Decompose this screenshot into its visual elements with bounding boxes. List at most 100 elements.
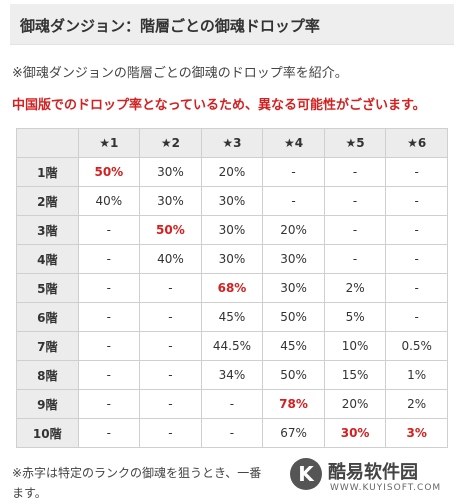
title-bar: 御魂ダンジョン：階層ごとの御魂ドロップ率 [10,4,454,45]
table-cell: 30% [262,244,325,274]
table-cell: 78% [262,389,325,419]
floor-label: 3階 [16,215,79,245]
floor-label: 1階 [16,157,79,187]
table-cell: - [385,186,448,216]
table-body: 1階 50% 30% 20% - - -2階 40% 30% 30% - - -3階 -50% 30% 20%… [16,157,448,448]
table-cell: 67% [262,418,325,448]
table-cell: - [323,215,387,245]
table-cell: - [77,360,141,390]
table-cell: - [262,186,325,216]
table-cell: 20% [262,215,325,245]
table-cell: - [200,418,264,448]
table-cell: - [139,418,202,448]
notice-text: 中国版でのドロップ率となっているため、異なる可能性がございます。 [12,98,426,113]
floor-label: 4階 [16,244,79,274]
table-cell: 45% [200,302,264,332]
floor-label: 6階 [16,302,79,332]
table-cell: 30% [262,273,325,303]
table-cell: 45% [262,331,325,361]
footnote-line-1: ※赤字は特定のランクの御魂を狙うとき、一番 [12,466,262,480]
table-cell: - [385,302,448,332]
table-cell: - [139,331,202,361]
table-cell: - [323,186,387,216]
header-rank-2: ★2 [139,128,202,158]
table-cell: 30% [139,186,202,216]
table-cell: 68% [200,273,264,303]
floor-label: 9階 [16,389,79,419]
floor-label: 2階 [16,186,79,216]
table-cell: 30% [200,215,264,245]
header-rank-3: ★3 [200,128,264,158]
footnote-line-2: ます。 [12,486,47,500]
table-cell: - [139,360,202,390]
table-row: 8階 - -34% 50% 15% 1% [16,360,448,390]
table-cell: - [77,215,141,245]
table-cell: - [77,273,141,303]
table-row: 10階 - - -67% 30% 3% [16,418,448,448]
table-header-row: ★1 ★2 ★3 ★4 ★5 ★6 [16,128,448,158]
table-cell: 30% [139,157,202,187]
table-cell: 50% [77,157,141,187]
table-cell: - [77,302,141,332]
header-rank-1: ★1 [77,128,141,158]
table-cell: 50% [262,302,325,332]
table-cell: 50% [139,215,202,245]
floor-label: 10階 [16,418,79,448]
table-cell: 44.5% [200,331,264,361]
table-cell: 2% [385,389,448,419]
watermark-url: WWW.KUYISOFT.COM [330,483,442,493]
floor-label: 5階 [16,273,79,303]
page-title: 御魂ダンジョン：階層ごとの御魂ドロップ率 [20,17,320,35]
table-row: 5階 - -68% 30% 2% - [16,273,448,303]
table-cell: - [323,157,387,187]
table-cell: - [139,302,202,332]
watermark: K 酷易软件园 WWW.KUYISOFT.COM [290,458,458,498]
table-cell: 15% [323,360,387,390]
table-cell: 20% [323,389,387,419]
header-corner [16,128,79,158]
table-row: 6階 - -45% 50% 5% - [16,302,448,332]
table-cell: 50% [262,360,325,390]
drop-rate-table: ★1 ★2 ★3 ★4 ★5 ★6 1階 50% 30% 20% - - -2階 40% 30%… [16,128,448,448]
table-cell: 1% [385,360,448,390]
footnote: ※赤字は特定のランクの御魂を狙うとき、一番 ます。 [12,463,261,503]
table-cell: 0.5% [385,331,448,361]
table-cell: - [77,389,141,419]
header-rank-4: ★4 [262,128,325,158]
header-rank-6: ★6 [385,128,448,158]
table-cell: - [200,389,264,419]
table-cell: - [385,215,448,245]
table-cell: 2% [323,273,387,303]
table-cell: - [262,157,325,187]
table-cell: - [323,244,387,274]
watermark-brand: 酷易软件园 [328,462,418,483]
table-cell: - [385,244,448,274]
table-row: 9階 - - -78% 20% 2% [16,389,448,419]
table-cell: - [385,273,448,303]
table-cell: - [77,331,141,361]
table-cell: 5% [323,302,387,332]
table-cell: 30% [323,418,387,448]
table-row: 7階 - -44.5% 45% 10% 0.5% [16,331,448,361]
table-row: 1階 50% 30% 20% - - - [16,157,448,187]
table-cell: - [77,244,141,274]
floor-label: 7階 [16,331,79,361]
floor-label: 8階 [16,360,79,390]
table-cell: - [139,273,202,303]
header-rank-5: ★5 [323,128,387,158]
table-row: 3階 -50% 30% 20% - - [16,215,448,245]
table-cell: 40% [139,244,202,274]
table-cell: - [77,418,141,448]
table-cell: 30% [200,186,264,216]
table-cell: 40% [77,186,141,216]
table-cell: 3% [385,418,448,448]
table-cell: 34% [200,360,264,390]
table-row: 4階 -40% 30% 30% - - [16,244,448,274]
table-cell: 10% [323,331,387,361]
watermark-logo: K [290,458,322,490]
table-cell: 30% [200,244,264,274]
intro-text: ※御魂ダンジョンの階層ごとの御魂のドロップ率を紹介。 [12,66,348,81]
table-cell: - [139,389,202,419]
table-cell: - [385,157,448,187]
table-cell: 20% [200,157,264,187]
